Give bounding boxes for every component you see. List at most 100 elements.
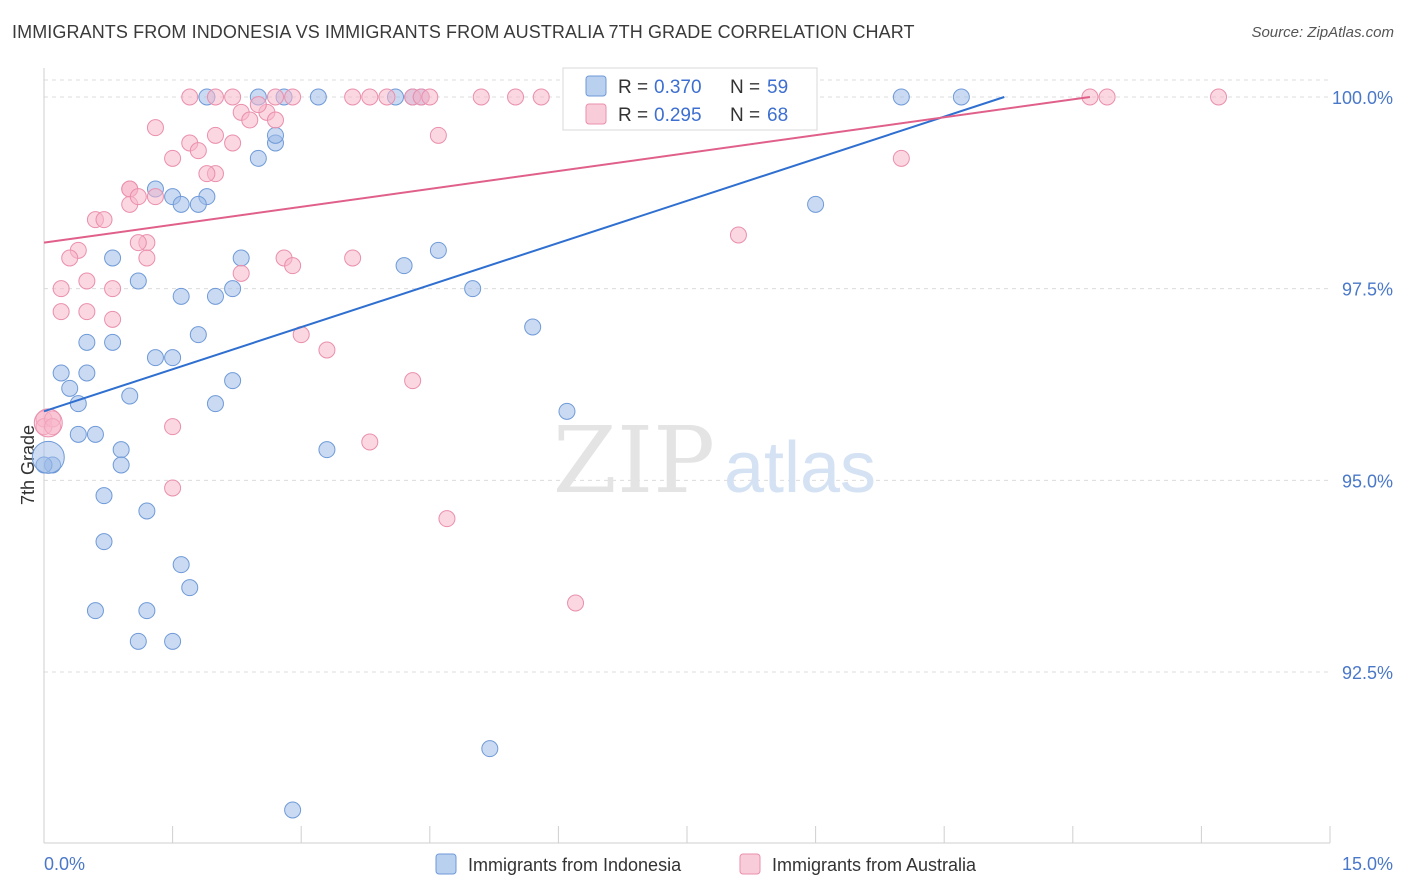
trend-lines [43,96,1091,413]
source-credit: Source: ZipAtlas.com [1251,24,1394,41]
point-indonesia [95,533,113,551]
point-australia [378,88,396,106]
x-tick-label: 15.0% [1342,854,1393,874]
y-tick-label: 92.5% [1342,663,1393,683]
point-australia [164,479,182,497]
point-australia [224,88,242,106]
point-australia [284,257,302,275]
point-indonesia [69,425,87,443]
point-indonesia [138,602,156,620]
point-australia [532,88,550,106]
point-australia [284,88,302,106]
point-australia [344,249,362,267]
point-australia [104,280,122,298]
point-australia [421,88,439,106]
point-indonesia [164,349,182,367]
point-australia [78,303,96,321]
point-indonesia [31,440,65,474]
trend-line-australia [43,96,1091,244]
point-australia [241,111,259,129]
point-indonesia [395,257,413,275]
point-indonesia [52,364,70,382]
point-australia [95,211,113,229]
point-indonesia [121,387,139,405]
point-australia [224,134,242,152]
point-indonesia [138,502,156,520]
point-indonesia [266,126,284,144]
point-australia [104,310,122,328]
point-indonesia [429,241,447,259]
point-indonesia [172,287,190,305]
point-indonesia [61,379,79,397]
legend-swatch [739,853,761,875]
point-indonesia [172,556,190,574]
point-australia [507,88,525,106]
point-australia [404,372,422,390]
point-australia [33,408,63,438]
point-australia [266,88,284,106]
point-indonesia [172,195,190,213]
point-indonesia [284,801,302,819]
stats-r-value: 0.295 [654,105,702,126]
stats-swatch [585,75,607,97]
y-tick-label: 100.0% [1332,88,1393,108]
legend-label-indonesia: Immigrants from Indonesia [468,855,682,875]
point-australia [472,88,490,106]
point-australia [361,433,379,451]
stats-r-value: 0.370 [654,77,702,98]
point-indonesia [524,318,542,336]
watermark: ZIP atlas [553,407,876,514]
point-australia [189,142,207,160]
point-indonesia [309,88,327,106]
point-australia [232,264,250,282]
point-australia [198,165,216,183]
point-australia [164,149,182,167]
point-australia [892,149,910,167]
point-australia [129,234,147,252]
point-australia [361,88,379,106]
point-australia [52,280,70,298]
point-indonesia [112,441,130,459]
stats-n-label: N = [730,77,760,98]
point-australia [249,96,267,114]
point-indonesia [892,88,910,106]
watermark-atlas: atlas [724,428,876,508]
point-australia [266,111,284,129]
stats-n-value: 59 [767,77,788,98]
point-indonesia [481,740,499,758]
point-australia [129,188,147,206]
point-indonesia [206,287,224,305]
stats-r-label: R = [618,105,648,126]
point-australia [429,126,447,144]
point-indonesia [78,333,96,351]
point-australia [344,88,362,106]
point-australia [146,188,164,206]
point-australia [1210,88,1228,106]
point-indonesia [104,249,122,267]
point-indonesia [164,632,182,650]
stats-swatch [585,103,607,125]
point-indonesia [249,149,267,167]
chart-title: IMMIGRANTS FROM INDONESIA VS IMMIGRANTS … [12,22,915,42]
point-indonesia [129,272,147,290]
legend-label-australia: Immigrants from Australia [772,855,977,875]
point-indonesia [232,249,250,267]
point-australia [78,272,96,290]
point-indonesia [104,333,122,351]
point-indonesia [224,372,242,390]
point-indonesia [206,395,224,413]
point-australia [1098,88,1116,106]
point-indonesia [112,456,130,474]
point-australia [138,249,156,267]
point-indonesia [558,402,576,420]
point-australia [729,226,747,244]
point-indonesia [952,88,970,106]
point-australia [206,126,224,144]
data-points [31,88,1228,819]
y-tick-label: 97.5% [1342,280,1393,300]
point-australia [61,249,79,267]
point-australia [164,418,182,436]
point-indonesia [146,349,164,367]
legend-swatch [435,853,457,875]
